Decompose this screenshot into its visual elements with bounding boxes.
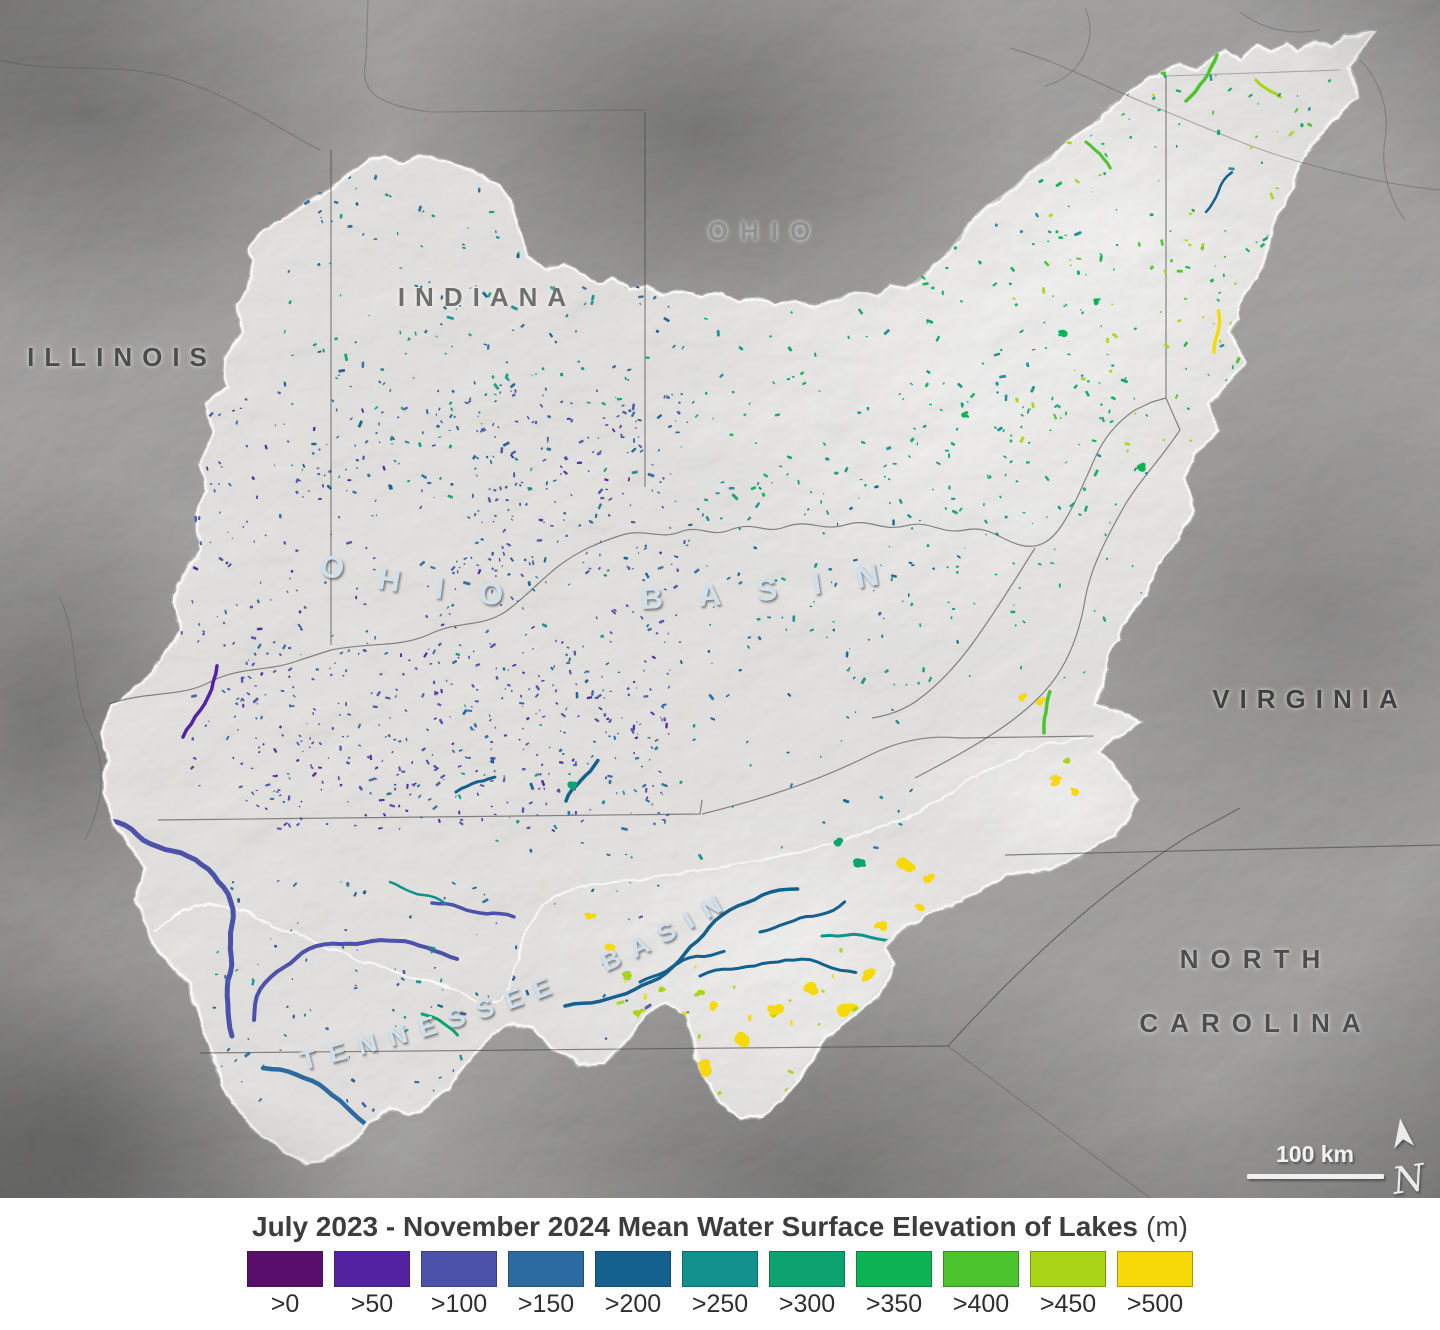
legend-title: July 2023 - November 2024 Mean Water Sur… [252, 1211, 1188, 1243]
kentucky-lake [106, 818, 236, 1039]
lake-worm [388, 880, 447, 905]
legend-swatch-label: >50 [350, 1290, 394, 1318]
lake-speckles [446, 561, 920, 860]
wheeler-lake [260, 1065, 381, 1161]
legend-class: >0 [247, 1251, 323, 1319]
watts-bar-chain [563, 887, 800, 1008]
legend-swatch [943, 1251, 1019, 1287]
indiana-speckles [283, 173, 685, 499]
state-label-virginia: VIRGINIA [1212, 684, 1408, 714]
state-label-illinois: ILLINOIS [27, 342, 217, 372]
purple-river [181, 664, 219, 739]
lake-speckles [701, 481, 961, 680]
north-arrow-icon: N [1389, 1118, 1430, 1198]
state-label-ohio: OHIO [708, 216, 822, 246]
legend-class: >150 [508, 1251, 584, 1319]
scale-bar-label: 100 km [1276, 1141, 1354, 1167]
lake-worm [758, 900, 847, 934]
legend: July 2023 - November 2024 Mean Water Sur… [0, 1198, 1440, 1330]
legend-swatch-label: >100 [430, 1290, 488, 1318]
legend-title-unit: (m) [1146, 1211, 1188, 1242]
legend-class: >250 [682, 1251, 758, 1319]
legend-swatch-label: >400 [952, 1290, 1010, 1318]
legend-swatch [856, 1251, 932, 1287]
legend-class: >100 [421, 1251, 497, 1319]
legend-swatch-label: >350 [865, 1290, 923, 1318]
legend-swatch-label: >250 [691, 1290, 749, 1318]
legend-swatch [1117, 1251, 1193, 1287]
legend-swatch [1030, 1251, 1106, 1287]
legend-swatch-label: >450 [1039, 1290, 1097, 1318]
legend-swatch [247, 1251, 323, 1287]
lake-worm [1184, 53, 1219, 103]
legend-swatch [508, 1251, 584, 1287]
legend-title-text: July 2023 - November 2024 Mean Water Sur… [252, 1211, 1139, 1242]
legend-swatch-label: >150 [517, 1290, 575, 1318]
lake-worm [1254, 78, 1282, 99]
lake-worm [1204, 171, 1234, 214]
lake-barkley [252, 938, 460, 1022]
state-label-north-carolina-line1: NORTH [1180, 944, 1332, 974]
lake-speckles [240, 640, 670, 832]
legend-class: >350 [856, 1251, 932, 1319]
legend-class: >200 [595, 1251, 671, 1319]
norris-lake [638, 949, 726, 984]
lake-blobs [567, 781, 867, 868]
map-canvas: ILLINOIS INDIANA OHIO VIRGINIA NORTH CAR… [0, 0, 1440, 1198]
legend-swatch [595, 1251, 671, 1287]
legend-class: >450 [1030, 1251, 1106, 1319]
legend-swatch-label: >200 [604, 1290, 662, 1318]
legend-swatch-label: >300 [778, 1290, 836, 1318]
legend-swatch [682, 1251, 758, 1287]
lake-worm [1212, 308, 1222, 354]
state-label-north-carolina-line2: CAROLINA [1139, 1008, 1372, 1038]
new-river-lake [1042, 689, 1052, 735]
lake-worm [454, 775, 497, 794]
north-arrow-label: N [1389, 1156, 1430, 1198]
legend-swatch [421, 1251, 497, 1287]
lake-worm [1084, 140, 1112, 170]
state-label-indiana: INDIANA [398, 282, 576, 312]
state-borders [0, 0, 1440, 1198]
legend-class: >50 [334, 1251, 410, 1319]
legend-swatch-label: >0 [270, 1290, 300, 1318]
lake-worm [420, 1012, 459, 1037]
legend-class: >300 [769, 1251, 845, 1319]
douglas-lake [698, 957, 858, 978]
west-indigo-speckles [180, 389, 682, 813]
legend-swatch [334, 1251, 410, 1287]
legend-swatch [769, 1251, 845, 1287]
scale-bar [1247, 1174, 1384, 1179]
legend-swatch-label: >500 [1126, 1290, 1184, 1318]
legend-class: >500 [1117, 1251, 1193, 1319]
legend-swatches: >0 >50 >100 >150 >200 >250 >300 >350 >400 >450 >50… [247, 1251, 1193, 1319]
legend-class: >400 [943, 1251, 1019, 1319]
lake-speckles [464, 381, 695, 582]
lake-worm [564, 758, 600, 803]
